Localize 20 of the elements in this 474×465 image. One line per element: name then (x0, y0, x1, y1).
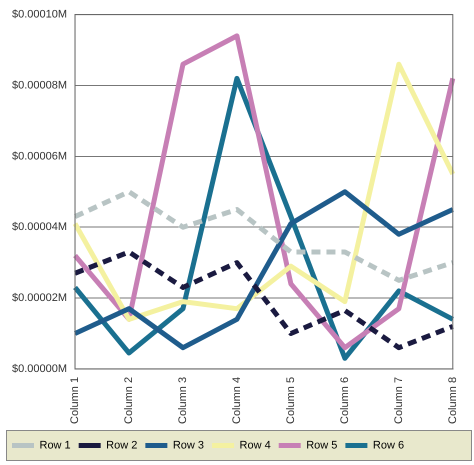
x-tick-label: Column 2 (123, 376, 136, 424)
legend-label: Row 2 (106, 440, 138, 452)
x-tick-label: Column 1 (69, 376, 82, 424)
y-tick-label: $0.00004M (12, 221, 68, 234)
y-tick-label: $0.00002M (12, 292, 68, 304)
y-tick-label: $0.00008M (12, 79, 68, 92)
x-tick-label: Column 7 (392, 376, 405, 424)
y-tick-label: $0.00006M (12, 150, 68, 162)
x-tick-label: Column 8 (446, 376, 459, 424)
x-tick-label: Column 3 (177, 376, 190, 424)
legend-label: Row 4 (240, 440, 271, 452)
legend-label: Row 5 (306, 440, 338, 452)
legend-label: Row 6 (372, 440, 404, 452)
y-tick-label: $0.00010M (12, 8, 68, 21)
y-tick-label: $0.00000M (12, 362, 68, 375)
legend-label: Row 1 (40, 440, 71, 452)
x-tick-label: Column 4 (230, 376, 243, 424)
x-tick-label: Column 6 (338, 376, 351, 424)
legend-label: Row 3 (172, 440, 204, 452)
x-tick-label: Column 5 (284, 376, 297, 424)
